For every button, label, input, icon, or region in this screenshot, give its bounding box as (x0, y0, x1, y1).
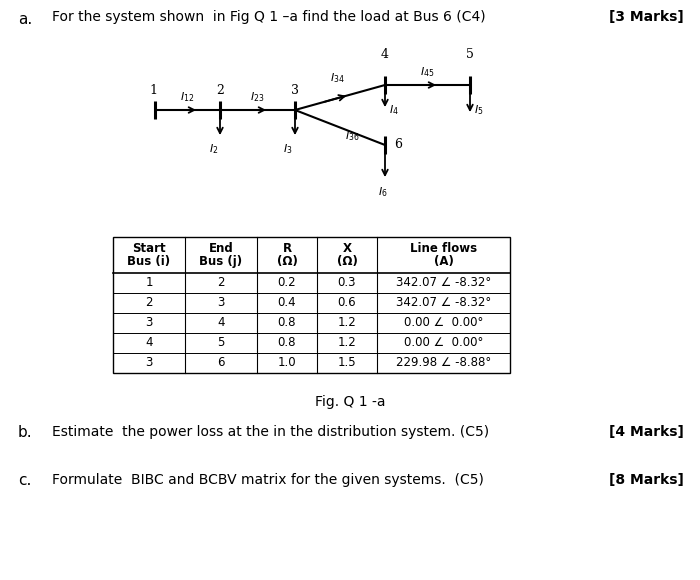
Text: $I_4$: $I_4$ (389, 103, 399, 117)
Text: 0.00 ∠  0.00°: 0.00 ∠ 0.00° (404, 336, 483, 350)
Text: $I_6$: $I_6$ (378, 185, 388, 199)
Text: 6: 6 (217, 357, 225, 369)
Text: 0.8: 0.8 (278, 317, 296, 329)
Text: Formulate  BIBC and BCBV matrix for the given systems.  (C5): Formulate BIBC and BCBV matrix for the g… (52, 473, 484, 487)
Text: X: X (342, 241, 351, 255)
Text: Fig. Q 1 -a: Fig. Q 1 -a (315, 395, 385, 409)
Text: Estimate  the power loss at the in the distribution system. (C5): Estimate the power loss at the in the di… (52, 425, 489, 439)
Bar (113, 237, 510, 373)
Text: 342.07 ∠ -8.32°: 342.07 ∠ -8.32° (396, 296, 491, 310)
Text: $I_2$: $I_2$ (209, 142, 218, 156)
Text: 0.6: 0.6 (337, 296, 356, 310)
Text: a.: a. (18, 12, 32, 27)
Text: $I_5$: $I_5$ (474, 103, 484, 117)
Text: $I_{12}$: $I_{12}$ (180, 90, 194, 104)
Text: Bus (i): Bus (i) (127, 256, 171, 269)
Text: 5: 5 (466, 48, 474, 61)
Text: $I_{23}$: $I_{23}$ (250, 90, 264, 104)
Text: 6: 6 (394, 139, 402, 151)
Text: 0.3: 0.3 (337, 277, 356, 289)
Text: 3: 3 (291, 84, 299, 97)
Text: (Ω): (Ω) (337, 256, 358, 269)
Text: 2: 2 (216, 84, 224, 97)
Text: 1: 1 (149, 84, 157, 97)
Text: Line flows: Line flows (410, 241, 477, 255)
Text: 3: 3 (146, 317, 153, 329)
Text: 5: 5 (217, 336, 225, 350)
Text: [3 Marks]: [3 Marks] (609, 10, 684, 24)
Text: For the system shown  in Fig Q 1 –a find the load at Bus 6 (C4): For the system shown in Fig Q 1 –a find … (52, 10, 486, 24)
Text: 4: 4 (381, 48, 389, 61)
Text: 4: 4 (146, 336, 153, 350)
Text: $I_{36}$: $I_{36}$ (345, 129, 360, 143)
Text: 1.2: 1.2 (337, 317, 356, 329)
Text: 0.2: 0.2 (278, 277, 296, 289)
Text: (A): (A) (433, 256, 454, 269)
Text: 3: 3 (146, 357, 153, 369)
Text: 1.5: 1.5 (337, 357, 356, 369)
Text: c.: c. (18, 473, 32, 488)
Text: 0.00 ∠  0.00°: 0.00 ∠ 0.00° (404, 317, 483, 329)
Text: $I_{45}$: $I_{45}$ (420, 65, 434, 79)
Text: 1: 1 (146, 277, 153, 289)
Text: 0.8: 0.8 (278, 336, 296, 350)
Text: $I_3$: $I_3$ (284, 142, 293, 156)
Text: $I_{34}$: $I_{34}$ (330, 71, 344, 85)
Text: 1.2: 1.2 (337, 336, 356, 350)
Text: Bus (j): Bus (j) (199, 256, 243, 269)
Text: End: End (209, 241, 233, 255)
Text: (Ω): (Ω) (276, 256, 298, 269)
Text: R: R (282, 241, 292, 255)
Text: [4 Marks]: [4 Marks] (609, 425, 684, 439)
Text: 342.07 ∠ -8.32°: 342.07 ∠ -8.32° (396, 277, 491, 289)
Text: b.: b. (18, 425, 33, 440)
Text: 229.98 ∠ -8.88°: 229.98 ∠ -8.88° (396, 357, 491, 369)
Text: 4: 4 (217, 317, 225, 329)
Text: Start: Start (132, 241, 166, 255)
Text: [8 Marks]: [8 Marks] (609, 473, 684, 487)
Text: 0.4: 0.4 (278, 296, 296, 310)
Text: 1.0: 1.0 (278, 357, 296, 369)
Text: 2: 2 (146, 296, 153, 310)
Text: 3: 3 (217, 296, 225, 310)
Text: 2: 2 (217, 277, 225, 289)
